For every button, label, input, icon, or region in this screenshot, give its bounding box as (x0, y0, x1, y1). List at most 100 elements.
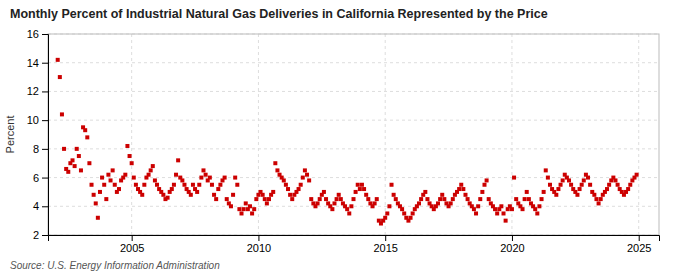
point (273, 161, 277, 165)
point (155, 183, 159, 187)
point (580, 183, 584, 187)
point (218, 183, 222, 187)
point (324, 197, 328, 201)
point (356, 183, 360, 187)
point (113, 183, 117, 187)
point (417, 201, 421, 205)
y-tick: 8 (33, 143, 48, 155)
y-tick: 2 (33, 229, 48, 241)
point (147, 173, 151, 177)
point (100, 176, 104, 180)
y-grid-line (48, 91, 659, 92)
point (94, 201, 98, 205)
point (214, 197, 218, 201)
point (537, 204, 541, 208)
point (125, 144, 129, 148)
point (349, 204, 353, 208)
point (425, 197, 429, 201)
point (409, 216, 413, 220)
y-tick-label: 10 (27, 114, 39, 126)
point (635, 173, 639, 177)
point (544, 168, 548, 172)
point (240, 211, 244, 215)
x-tick-label: 2025 (627, 242, 651, 254)
y-tick-label: 2 (33, 229, 39, 241)
point (252, 207, 256, 211)
point (525, 190, 529, 194)
point (170, 187, 174, 191)
point (299, 183, 303, 187)
point (130, 161, 134, 165)
point (594, 197, 598, 201)
point (569, 183, 573, 187)
point (201, 168, 205, 172)
point (77, 154, 81, 158)
point (153, 178, 157, 182)
chart: Monthly Percent of Industrial Natural Ga… (0, 0, 675, 275)
point (104, 197, 108, 201)
point (561, 178, 565, 182)
point (60, 112, 64, 116)
plot-frame (48, 34, 659, 235)
point (385, 211, 389, 215)
y-tick-mark (42, 120, 48, 121)
point (166, 196, 170, 200)
title: Monthly Percent of Industrial Natural Ga… (10, 7, 548, 21)
y-tick-label: 8 (33, 143, 39, 155)
point (235, 183, 239, 187)
point (288, 193, 292, 197)
point (387, 204, 391, 208)
x-tick-mark (385, 235, 386, 241)
point (390, 183, 394, 187)
point (512, 176, 516, 180)
point (301, 176, 305, 180)
point (523, 197, 527, 201)
x-grid-line (638, 34, 639, 235)
x-tick: 2025 (627, 235, 651, 254)
y-tick: 16 (27, 28, 48, 40)
point (586, 176, 590, 180)
point (297, 187, 301, 191)
point (109, 178, 113, 182)
point (237, 207, 241, 211)
y-tick-mark (42, 91, 48, 92)
x-tick-mark (258, 235, 259, 241)
point (535, 211, 539, 215)
point (275, 168, 279, 172)
point (174, 173, 178, 177)
point (461, 187, 465, 191)
y-tick: 12 (27, 85, 48, 97)
point (472, 207, 476, 211)
point (151, 164, 155, 168)
point (142, 183, 146, 187)
x-tick-mark (639, 235, 640, 241)
point (592, 193, 596, 197)
point (463, 193, 467, 197)
point (449, 201, 453, 205)
point (330, 207, 334, 211)
point (392, 193, 396, 197)
y-grid-line (48, 62, 659, 63)
point (613, 178, 617, 182)
point (521, 207, 525, 211)
point (303, 168, 307, 172)
point (182, 183, 186, 187)
point (373, 201, 377, 205)
point (540, 197, 544, 201)
point (502, 211, 506, 215)
x-tick-label: 2015 (373, 242, 397, 254)
point (459, 183, 463, 187)
point (548, 183, 552, 187)
x-tick-mark (512, 235, 513, 241)
plot-area: 20052010201520202025246810121416 (27, 28, 660, 254)
point (58, 75, 62, 79)
y-tick-mark (42, 34, 48, 35)
point (442, 197, 446, 201)
point (436, 201, 440, 205)
y-tick-label: 6 (33, 172, 39, 184)
point (480, 190, 484, 194)
point (628, 183, 632, 187)
point (90, 183, 94, 187)
point (71, 158, 75, 162)
point (485, 178, 489, 182)
